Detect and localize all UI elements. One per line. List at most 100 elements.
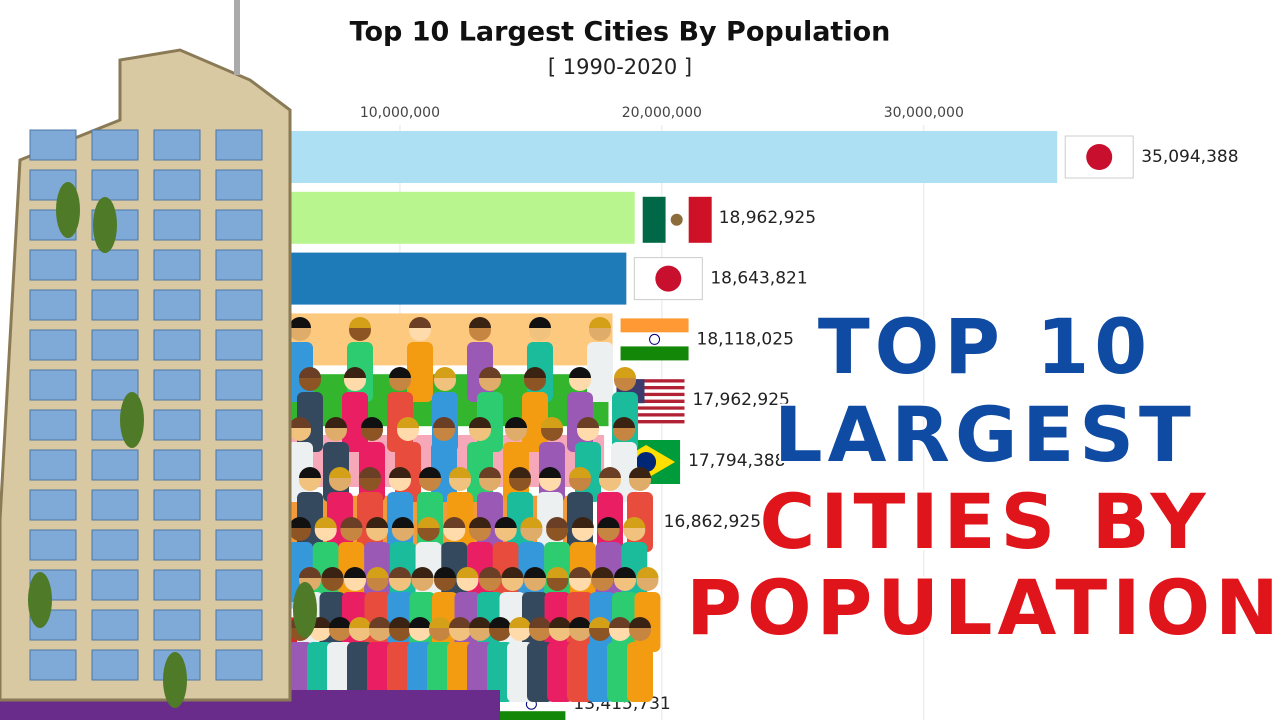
person-hair xyxy=(329,617,351,628)
person-hair xyxy=(569,367,591,378)
person-hair xyxy=(569,467,591,478)
person-hair xyxy=(434,567,456,578)
flag-part xyxy=(649,333,661,345)
person-body xyxy=(587,342,613,402)
building-window xyxy=(91,169,139,201)
building-window xyxy=(215,209,263,241)
person-hair xyxy=(391,517,414,528)
person-body xyxy=(507,642,533,702)
person-hair xyxy=(389,617,411,628)
value-label: 16,862,925 xyxy=(664,512,761,532)
headline: LARGEST xyxy=(774,390,1196,479)
person-hair xyxy=(529,317,551,328)
person-hair xyxy=(299,367,321,378)
person-body xyxy=(447,642,473,702)
person-hair xyxy=(623,517,646,528)
person-hair xyxy=(524,567,546,578)
flag xyxy=(1064,135,1134,179)
building-window xyxy=(215,449,263,481)
flag-part xyxy=(616,386,685,390)
person-hair xyxy=(571,517,594,528)
person-hair xyxy=(325,417,347,428)
x-tick-label: 20,000,000 xyxy=(622,105,702,121)
building-window xyxy=(215,529,263,561)
flag-part xyxy=(642,196,666,243)
building-window xyxy=(29,369,77,401)
flag-part xyxy=(655,265,682,292)
person-hair xyxy=(411,567,434,578)
person-hair xyxy=(389,467,411,478)
chart-subtitle: [ 1990-2020 ] xyxy=(548,55,692,79)
building-window xyxy=(153,289,201,321)
building-window xyxy=(91,289,139,321)
building-window xyxy=(91,569,139,601)
flag-part xyxy=(616,413,685,417)
illustration xyxy=(0,0,661,720)
person-body xyxy=(307,642,333,702)
person-hair xyxy=(509,617,531,628)
flag-part xyxy=(497,711,566,720)
x-tick-label: 10,000,000 xyxy=(360,105,440,121)
value-label: 35,094,388 xyxy=(1141,147,1238,167)
person-hair xyxy=(349,317,371,328)
person-hair xyxy=(389,367,411,378)
person-hair xyxy=(479,467,501,478)
person-hair xyxy=(456,567,479,578)
building-window xyxy=(153,369,201,401)
chart-title: Top 10 Largest Cities By Population xyxy=(350,17,891,48)
person-hair xyxy=(520,517,543,528)
person-hair xyxy=(501,567,524,578)
person-hair xyxy=(314,517,337,528)
value-label: 17,962,925 xyxy=(692,390,789,410)
flag-part xyxy=(1086,144,1113,170)
flag-part xyxy=(1064,135,1134,179)
person-hair xyxy=(597,517,620,528)
building-window xyxy=(29,449,77,481)
person-hair xyxy=(321,567,344,578)
person-hair xyxy=(479,567,501,578)
tree xyxy=(56,182,80,238)
value-label: 18,643,821 xyxy=(710,269,807,289)
person-hair xyxy=(289,317,311,328)
person-body xyxy=(487,642,513,702)
person-hair xyxy=(509,467,531,478)
building-window xyxy=(29,649,77,681)
person-hair xyxy=(546,517,569,528)
person-hair xyxy=(591,567,614,578)
person-hair xyxy=(469,517,491,528)
person-hair xyxy=(329,467,351,478)
tree xyxy=(163,652,187,708)
building-window xyxy=(153,609,201,641)
person-hair xyxy=(589,317,611,328)
person-hair xyxy=(289,417,311,428)
building-window xyxy=(215,249,263,281)
building-window xyxy=(153,169,201,201)
person-hair xyxy=(479,367,501,378)
person-hair xyxy=(569,567,591,578)
person-hair xyxy=(433,417,455,428)
flag-part xyxy=(620,332,689,347)
building-window xyxy=(29,409,77,441)
tree xyxy=(293,582,317,638)
building-window xyxy=(29,289,77,321)
building-window xyxy=(215,169,263,201)
person-hair xyxy=(469,417,491,428)
building-window xyxy=(215,569,263,601)
flag-part xyxy=(620,346,689,361)
person-hair xyxy=(299,467,321,478)
building-window xyxy=(91,609,139,641)
tree xyxy=(120,392,144,448)
person-hair xyxy=(541,417,563,428)
building-window xyxy=(215,289,263,321)
person-hair xyxy=(419,467,441,478)
person-hair xyxy=(629,617,651,628)
person-hair xyxy=(349,617,371,628)
building-window xyxy=(215,609,263,641)
person-hair xyxy=(417,517,440,528)
person-hair xyxy=(524,367,546,378)
person-hair xyxy=(609,617,631,628)
building-window xyxy=(215,489,263,521)
person-hair xyxy=(397,417,419,428)
person-hair xyxy=(359,467,381,478)
tree xyxy=(93,197,117,253)
